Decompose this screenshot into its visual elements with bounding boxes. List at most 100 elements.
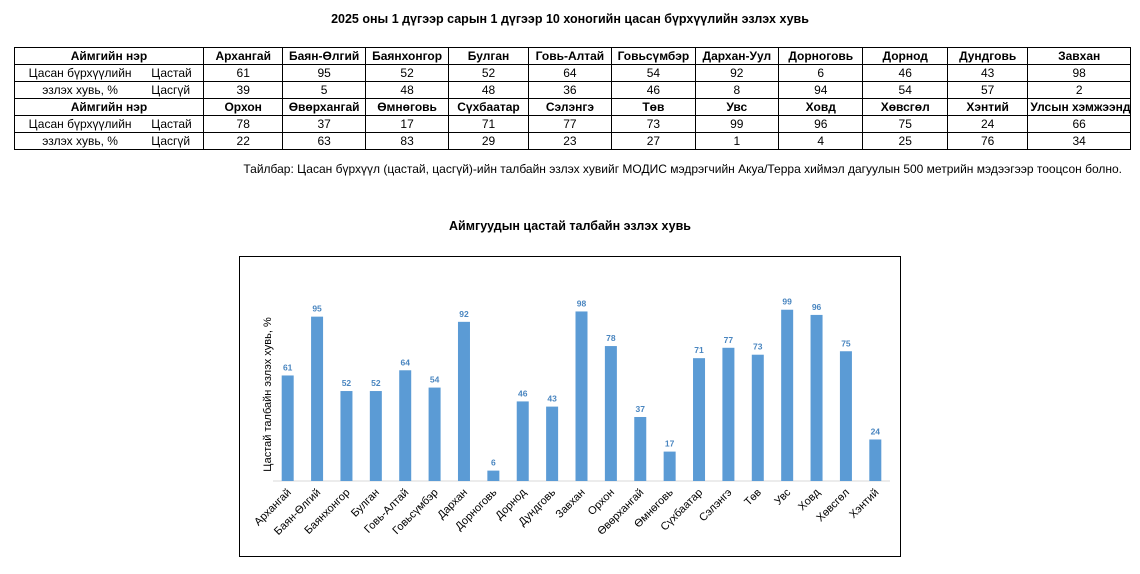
data-label: 96: [812, 302, 822, 312]
data-label: 17: [665, 439, 675, 449]
bar-chart: Цастай талбайн эзлэх хувь, % 61Архангай95…: [252, 297, 890, 538]
province-name-cell: Төв: [611, 98, 696, 116]
snow-value-cell: 52: [364, 64, 450, 82]
table-header-row: Аймгийн нэр Орхон Өвөрхангай Өмнөговь Сүхбаа…: [14, 98, 1131, 116]
province-name-cell: Дорноговь: [778, 47, 864, 65]
bar: [575, 311, 588, 481]
bar: [457, 321, 470, 481]
nosnow-value-cell: 25: [862, 132, 948, 150]
snow-value-cell: 46: [862, 64, 948, 82]
snow-value-cell: 98: [1027, 64, 1131, 82]
chart-frame: Цастай талбайн эзлэх хувь, % 61 Архангай 95…: [239, 256, 901, 557]
row-label-line1: Цасан бүрхүүлийн: [14, 64, 146, 82]
nosnow-value-cell: 57: [946, 81, 1029, 99]
snow-value-cell: 95: [282, 64, 366, 82]
nosnow-value-cell: 34: [1027, 132, 1131, 150]
snow-label: Цастай: [145, 115, 205, 133]
table-row-nosnow: эзлэх хувь, % Цасгүй 22 63 83 29 23 27 1 4 25 76 34: [14, 132, 1131, 150]
nosnow-value-cell: 83: [364, 132, 450, 150]
bar: [487, 470, 500, 481]
snow-value-cell: 64: [527, 64, 613, 82]
nosnow-value-cell: 8: [694, 81, 780, 99]
snow-value-cell: 61: [202, 64, 284, 82]
data-label: 52: [342, 378, 352, 388]
table-header-row: Аймгийн нэр Архангай Баян-Өлгий Баянхонгор Б…: [14, 47, 1131, 65]
y-axis-label: Цастай талбайн эзлэх хувь, %: [262, 317, 274, 472]
snow-value-cell: 43: [946, 64, 1029, 82]
data-label: 43: [547, 394, 557, 404]
row-label-line2: эзлэх хувь, %: [14, 132, 146, 150]
nosnow-value-cell: 63: [282, 132, 366, 150]
bar: [516, 401, 529, 481]
province-name-cell: Дорнод: [862, 47, 948, 65]
data-label: 6: [491, 458, 496, 468]
bar: [810, 314, 823, 481]
snow-value-cell: 66: [1027, 115, 1131, 133]
province-name-cell: Орхон: [202, 98, 284, 116]
nosnow-value-cell: 48: [448, 81, 529, 99]
snow-value-cell: 52: [448, 64, 529, 82]
x-tick-label: Сэлэнгэ: [697, 486, 735, 524]
bar: [399, 370, 412, 481]
table-row-snow: Цасан бүрхүүлийн Цастай 61 95 52 52 64 54 92 6 46 4…: [14, 64, 1131, 82]
nosnow-value-cell: 48: [364, 81, 450, 99]
bar: [428, 387, 441, 481]
snow-value-cell: 77: [527, 115, 613, 133]
province-name-cell: Архангай: [202, 47, 284, 65]
province-name-cell: Хэнтий: [946, 98, 1029, 116]
nosnow-value-cell: 2: [1027, 81, 1131, 99]
bar: [869, 439, 882, 481]
province-name-cell: Говьсүмбэр: [611, 47, 696, 65]
nosnow-value-cell: 23: [527, 132, 613, 150]
province-name-cell: Хөвсгөл: [862, 98, 948, 116]
data-label: 37: [636, 404, 646, 414]
snow-value-cell: 96: [778, 115, 864, 133]
x-tick-label: Хөвсгөл: [814, 487, 852, 525]
province-name-cell: Завхан: [1027, 47, 1131, 65]
bar: [634, 416, 647, 481]
province-name-cell: Ховд: [778, 98, 864, 116]
data-label: 46: [518, 388, 528, 398]
bar: [369, 391, 382, 481]
table-row-nosnow: эзлэх хувь, % Цасгүй 39 5 48 48 36 46 8 94 54 57 2: [14, 81, 1131, 99]
data-label: 71: [694, 345, 704, 355]
snow-value-cell: 73: [611, 115, 696, 133]
nosnow-label: Цасгүй: [145, 132, 205, 150]
x-tick-label: Хэнтий: [847, 487, 881, 521]
nosnow-value-cell: 4: [778, 132, 864, 150]
data-label: 77: [724, 335, 734, 345]
header-label-cell: Аймгийн нэр: [14, 47, 204, 65]
province-name-cell: Сэлэнгэ: [527, 98, 613, 116]
snow-value-cell: 24: [946, 115, 1029, 133]
bar: [281, 375, 294, 481]
x-tick-label: Завхан: [554, 487, 588, 521]
nosnow-value-cell: 5: [282, 81, 366, 99]
chart-title: Аймгуудын цастай талбайн эзлэх хувь: [449, 219, 691, 233]
snow-value-cell: 78: [202, 115, 284, 133]
nosnow-value-cell: 36: [527, 81, 613, 99]
bar: [839, 351, 852, 481]
table-body: Аймгийн нэр Архангай Баян-Өлгий Баянхонгор Б…: [14, 47, 1131, 150]
snow-label: Цастай: [145, 64, 205, 82]
bar: [693, 358, 706, 481]
bar: [546, 406, 559, 481]
snow-value-cell: 71: [448, 115, 529, 133]
data-label: 99: [782, 297, 792, 307]
data-label: 54: [430, 375, 440, 385]
province-name-cell: Өвөрхангай: [282, 98, 366, 116]
x-tick-label: Увс: [772, 486, 793, 507]
snow-value-cell: 99: [694, 115, 780, 133]
data-label: 95: [312, 304, 322, 314]
snow-value-cell: 75: [862, 115, 948, 133]
province-name-cell: Сүхбаатар: [448, 98, 529, 116]
bar: [781, 309, 794, 481]
snow-value-cell: 37: [282, 115, 366, 133]
data-label: 92: [459, 309, 469, 319]
province-name-cell: Дундговь: [946, 47, 1029, 65]
snow-value-cell: 54: [611, 64, 696, 82]
data-label: 64: [400, 357, 410, 367]
province-name-cell: Улсын хэмжээнд: [1027, 98, 1131, 116]
nosnow-value-cell: 94: [778, 81, 864, 99]
bar: [663, 451, 676, 481]
province-name-cell: Баян-Өлгий: [282, 47, 366, 65]
